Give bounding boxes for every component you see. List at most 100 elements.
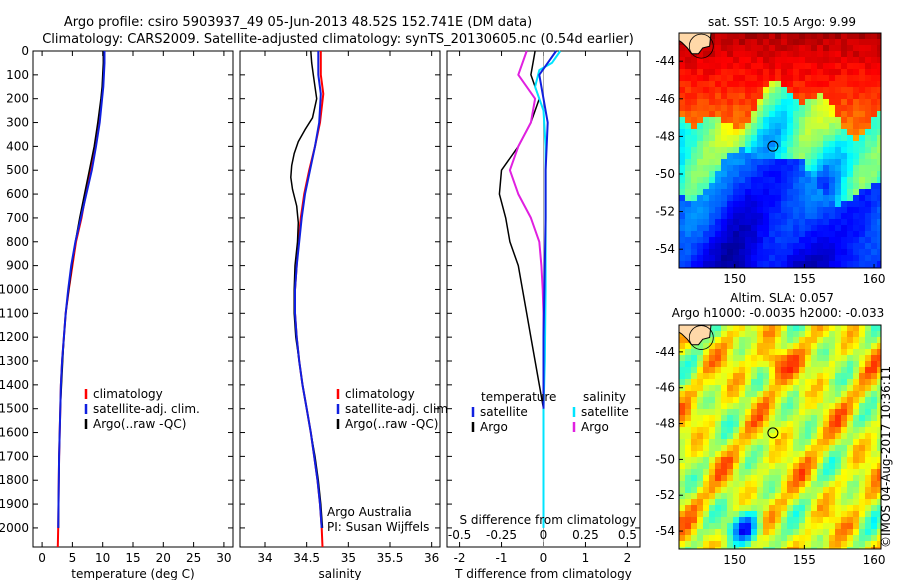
heatmap-cell (757, 463, 764, 470)
heatmap-cell (877, 51, 881, 58)
heatmap-cell (799, 427, 806, 434)
heatmap-cell (841, 475, 848, 482)
heatmap-cell (871, 57, 878, 64)
heatmap-cell (871, 231, 878, 238)
heatmap-cell (859, 33, 866, 40)
heatmap-cell (745, 237, 752, 244)
heatmap-cell (691, 499, 698, 506)
heatmap-cell (685, 499, 692, 506)
heatmap-cell (877, 75, 881, 82)
heatmap-cell (835, 63, 842, 70)
heatmap-cell (757, 87, 764, 94)
heatmap-cell (859, 117, 866, 124)
heatmap-cell (727, 33, 734, 40)
heatmap-cell (793, 421, 800, 428)
heatmap-cell (823, 129, 830, 136)
heatmap-cell (757, 261, 764, 268)
heatmap-cell (817, 129, 824, 136)
heatmap-cell (817, 189, 824, 196)
heatmap-cell (685, 51, 692, 58)
heatmap-cell (757, 255, 764, 262)
heatmap-cell (697, 505, 704, 512)
heatmap-cell (697, 487, 704, 494)
heatmap-cell (709, 261, 716, 268)
heatmap-cell (685, 451, 692, 458)
heatmap-cell (775, 63, 782, 70)
heatmap-cell (871, 69, 878, 76)
heatmap-cell (709, 433, 716, 440)
heatmap-cell (763, 325, 770, 332)
heatmap-cell (781, 445, 788, 452)
heatmap-cell (781, 189, 788, 196)
heatmap-cell (757, 493, 764, 500)
heatmap-cell (823, 105, 830, 112)
heatmap-cell (859, 331, 866, 338)
heatmap-cell (823, 123, 830, 130)
heatmap-cell (871, 117, 878, 124)
y-tick-label: 2000 (0, 521, 29, 535)
heatmap-cell (715, 457, 722, 464)
heatmap-cell (763, 225, 770, 232)
heatmap-cell (799, 325, 806, 332)
heatmap-cell (871, 237, 878, 244)
heatmap-cell (775, 93, 782, 100)
heatmap-cell (835, 421, 842, 428)
heatmap-cell (829, 219, 836, 226)
heatmap-cell (691, 237, 698, 244)
heatmap-cell (877, 195, 881, 202)
heatmap-cell (763, 379, 770, 386)
heatmap-cell (829, 231, 836, 238)
heatmap-cell (709, 391, 716, 398)
heatmap-cell (781, 421, 788, 428)
heatmap-cell (679, 135, 686, 142)
heatmap-cell (757, 93, 764, 100)
heatmap-cell (859, 403, 866, 410)
heatmap-cell (679, 87, 686, 94)
heatmap-cell (871, 87, 878, 94)
heatmap-cell (829, 207, 836, 214)
heatmap-cell (757, 475, 764, 482)
heatmap-cell (739, 379, 746, 386)
heatmap-cell (799, 469, 806, 476)
heatmap-cell (745, 99, 752, 106)
heatmap-cell (739, 367, 746, 374)
heatmap-cell (745, 487, 752, 494)
heatmap-cell (787, 249, 794, 256)
heatmap-cell (727, 481, 734, 488)
heatmap-cell (835, 349, 842, 356)
heatmap-cell (781, 165, 788, 172)
heatmap-cell (679, 75, 686, 82)
heatmap-cell (727, 129, 734, 136)
heatmap-cell (775, 261, 782, 268)
heatmap-cell (685, 69, 692, 76)
heatmap-cell (739, 511, 746, 518)
heatmap-cell (739, 249, 746, 256)
heatmap-cell (679, 385, 686, 392)
heatmap-cell (775, 219, 782, 226)
heatmap-cell (781, 373, 788, 380)
heatmap-cell (685, 343, 692, 350)
heatmap-cell (865, 231, 872, 238)
heatmap-cell (727, 433, 734, 440)
heatmap-cell (781, 355, 788, 362)
heatmap-cell (679, 231, 686, 238)
heatmap-cell (739, 343, 746, 350)
heatmap-cell (721, 517, 728, 524)
heatmap-cell (709, 111, 716, 118)
heatmap-cell (775, 45, 782, 52)
heatmap-cell (793, 463, 800, 470)
heatmap-cell (847, 463, 854, 470)
heatmap-cell (775, 117, 782, 124)
heatmap-cell (757, 39, 764, 46)
heatmap-cell (793, 261, 800, 268)
heatmap-cell (793, 355, 800, 362)
heatmap-cell (823, 117, 830, 124)
heatmap-cell (769, 99, 776, 106)
heatmap-cell (811, 189, 818, 196)
heatmap-cell (739, 403, 746, 410)
heatmap-cell (805, 541, 812, 548)
heatmap-cell (679, 391, 686, 398)
heatmap-cell (871, 469, 878, 476)
heatmap-cell (799, 189, 806, 196)
heatmap-cell (721, 325, 728, 332)
